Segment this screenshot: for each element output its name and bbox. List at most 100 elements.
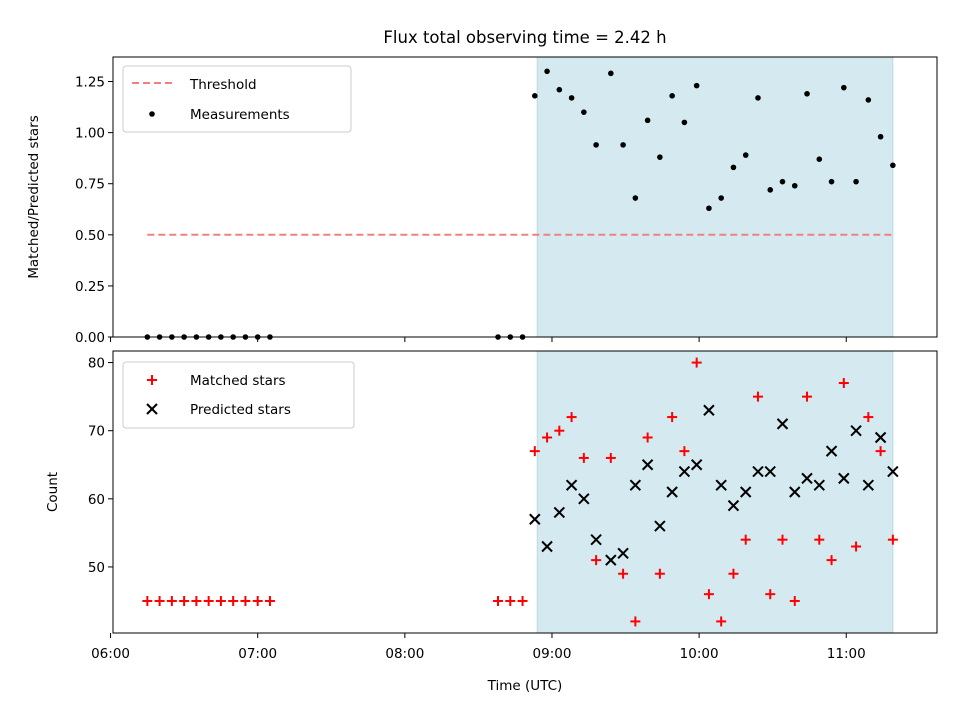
cross-stroke [813,479,825,491]
cross-stroke [666,486,678,498]
measurement-point [706,205,712,212]
predicted-star-point [789,486,801,498]
matched-star-point [252,595,263,606]
measurement-point [581,109,587,115]
matched-star-point [517,595,528,606]
measurement-point [816,156,823,162]
predicted-star-point [666,486,678,498]
ratio-y-ticks: 0.00 0.25 0.50 0.75 1.00 1.25 [75,75,113,346]
legend-threshold-label: Threshold [189,77,257,93]
matched-star-point [851,541,862,552]
predicted-star-point [752,465,764,478]
matched-star-point [752,391,763,402]
legend-cross-marker [146,403,158,415]
chart-title: Flux total observing time = 2.42 h [383,28,666,47]
measurement-point [804,90,810,97]
cross-stroke [825,445,838,457]
matched-star-point [591,555,602,566]
x-tick-label: 08:00 [385,646,424,662]
legend-plus-marker [147,375,157,385]
y-tick-label: 0.00 [75,330,105,346]
measurement-point [657,154,663,160]
matched-star-point [493,595,504,606]
legend-matched-swatch [147,375,157,385]
matched-star-point [203,595,214,606]
predicted-star-point [825,445,838,457]
cross-stroke [690,459,703,471]
measurement-point [544,68,550,75]
predicted-star-point [874,431,887,444]
predicted-star-point [801,472,813,485]
predicted-star-point [553,506,566,519]
measurement-point [718,195,724,201]
matched-star-point [679,446,690,457]
matched-star-point [740,534,751,545]
predicted-star-point [850,424,862,437]
x-axis-label: Time (UTC) [487,678,563,694]
y-tick-label: 50 [88,560,105,576]
y-tick-label: 0.50 [75,228,105,244]
predicted-star-point [629,479,642,491]
predicted-star-point [605,554,617,566]
matched-star-point [554,425,565,436]
matched-star-point [179,595,190,606]
y-tick-label: 60 [88,492,105,508]
count-markers [142,357,899,627]
legend-matched-label: Matched stars [190,373,286,389]
predicted-star-point [565,479,578,491]
cross-stroke [529,513,541,525]
legend-measurements-label: Measurements [190,107,290,123]
x-tick-label: 07:00 [238,646,277,662]
measurement-point [767,187,774,193]
matched-star-point [802,391,813,402]
matched-star-point [542,432,553,443]
predicted-star-point [703,404,715,416]
measurement-point [779,178,786,185]
y-tick-label: 70 [88,424,105,440]
predicted-star-point [578,493,590,505]
predicted-star-point [862,479,875,491]
measurement-point [644,117,651,124]
measurement-point [556,86,563,93]
matched-star-point [814,534,825,545]
matched-star-point [191,595,202,606]
count-panel-frame [112,350,938,634]
cross-stroke [578,493,590,505]
matched-star-point [264,595,275,606]
ratio-legend: Threshold Measurements [122,65,352,133]
measurement-point [791,182,798,189]
matched-star-point [166,595,177,606]
predicted-star-point [887,465,899,478]
matched-star-point [875,446,886,457]
measurement-point [877,133,884,140]
measurement-point [742,152,749,158]
matched-star-point [667,412,678,423]
measurement-point [828,178,835,185]
predicted-star-point [727,499,740,512]
predicted-star-point [541,540,553,553]
matched-star-point [605,452,616,463]
predicted-star-point [764,465,776,478]
count-legend-box [122,361,355,429]
matched-star-point [691,357,702,368]
matched-star-point [215,595,226,606]
matched-star-point [838,378,849,389]
ratio-panel: 0.00 0.25 0.50 0.75 1.00 1.25 Flux total obse… [26,28,938,346]
cross-stroke [654,520,666,532]
matched-star-point [826,555,837,566]
matched-star-point [505,595,516,606]
predicted-star-point [715,479,727,491]
matched-star-point [566,412,577,423]
cross-stroke [703,404,715,416]
predicted-star-point [678,465,691,478]
observing-window-shade [536,56,894,338]
measurement-point [890,162,896,169]
legend-measurements-swatch [149,111,155,117]
cross-stroke [553,506,566,519]
predicted-star-point [641,459,654,471]
matched-star-point [578,452,589,463]
y-tick-label: 1.00 [75,126,105,142]
measurement-point [853,178,859,185]
